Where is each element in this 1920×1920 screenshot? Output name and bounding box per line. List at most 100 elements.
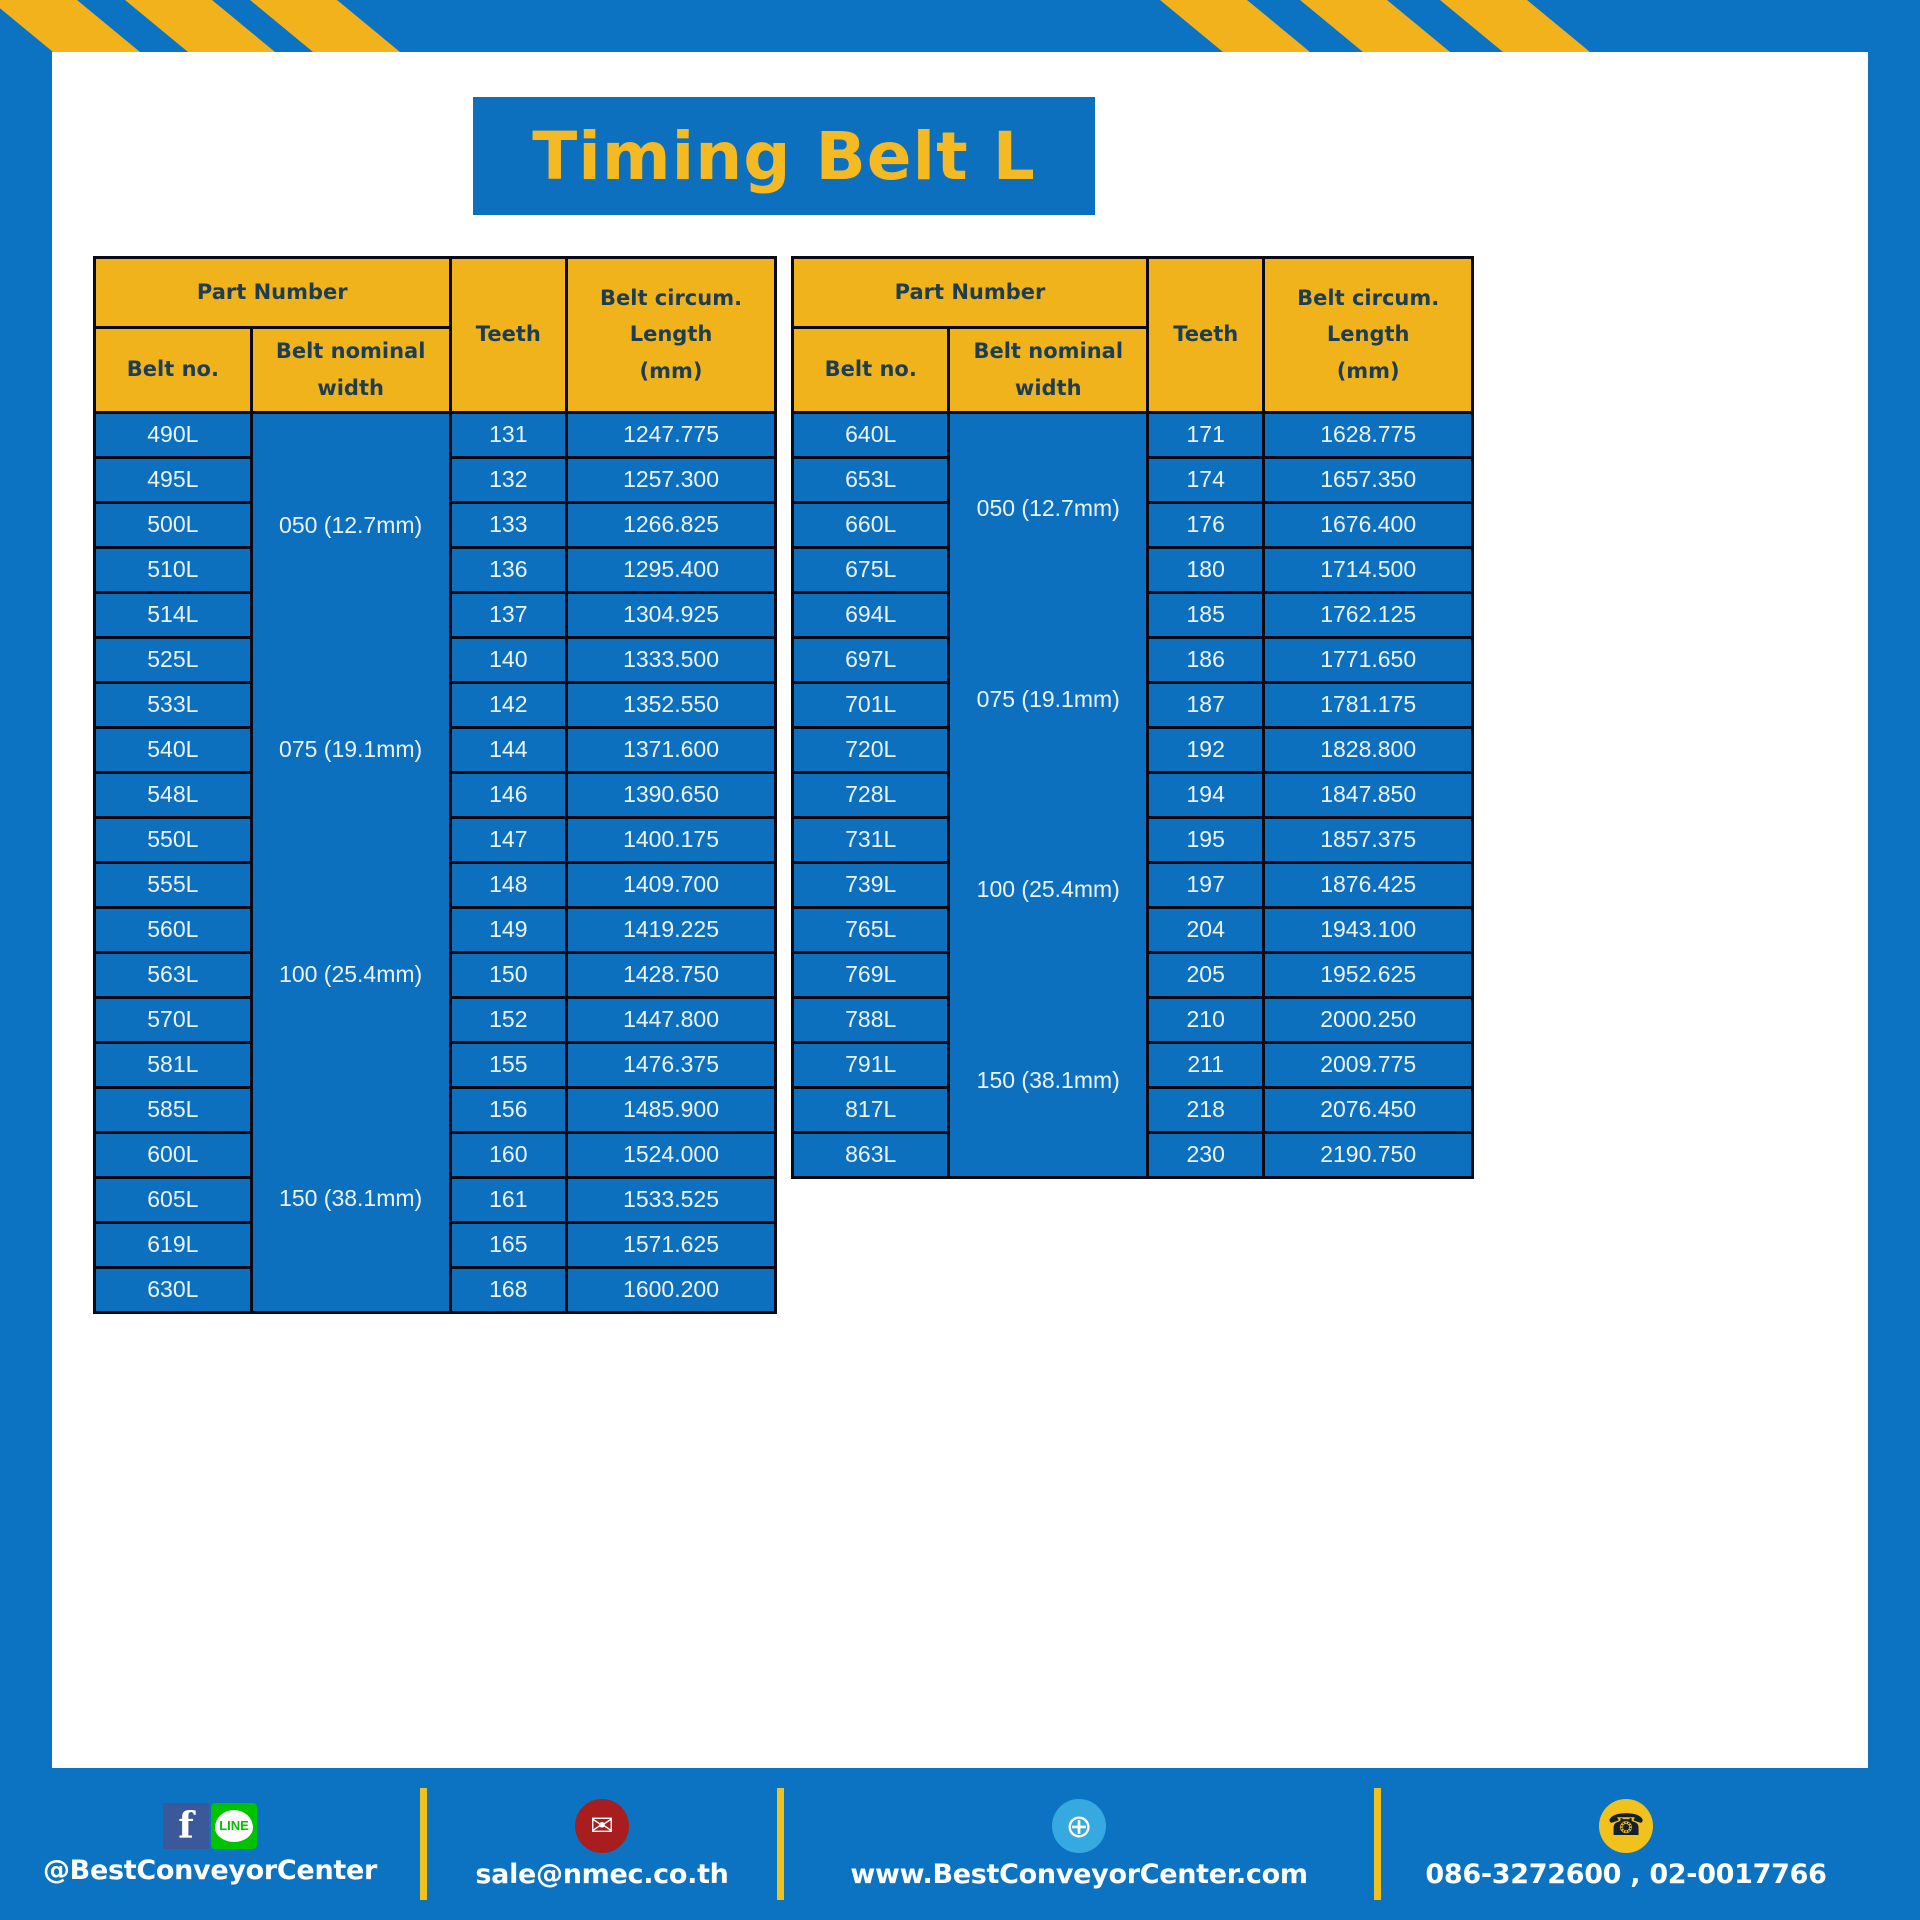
facebook-icon[interactable]: f xyxy=(163,1802,209,1849)
footer-email-label: sale@nmec.co.th xyxy=(475,1858,729,1890)
cell-belt-no: 548L xyxy=(93,770,253,819)
cell-belt-no: 490L xyxy=(93,410,253,459)
header-belt-nominal-line2: width xyxy=(317,375,384,400)
cell-belt-no: 660L xyxy=(790,500,951,549)
table-row: 510L 136 1295.400 xyxy=(93,545,777,594)
table-row: 560L 149 1419.225 xyxy=(93,905,777,954)
cell-length: 1400.175 xyxy=(565,815,777,864)
table-row: 514L 137 1304.925 xyxy=(93,590,777,639)
cell-belt-no: 510L xyxy=(93,545,253,594)
table-row: 548L 146 1390.650 xyxy=(93,770,777,819)
cell-length: 1952.625 xyxy=(1262,950,1474,999)
cell-teeth: 161 xyxy=(448,1175,569,1224)
cell-teeth: 147 xyxy=(448,815,569,864)
cell-length: 1828.800 xyxy=(1262,725,1474,774)
cell-teeth: 136 xyxy=(448,545,569,594)
header-belt-circum-line1: Belt circum. xyxy=(600,285,743,310)
cell-teeth: 210 xyxy=(1146,995,1266,1044)
table-row: 694L 185 1762.125 xyxy=(790,590,1474,639)
cell-belt-no: 863L xyxy=(790,1130,951,1179)
header-belt-circum-line1: Belt circum. xyxy=(1297,285,1440,310)
cell-belt-no: 570L xyxy=(93,995,253,1044)
cell-belt-no: 550L xyxy=(93,815,253,864)
cell-length: 1762.125 xyxy=(1262,590,1474,639)
chevron-shape xyxy=(125,0,275,52)
cell-length: 1485.900 xyxy=(565,1085,777,1134)
footer-phone[interactable]: ☎ 086-3272600 , 02-0017766 xyxy=(1381,1798,1871,1890)
cell-belt-no: 581L xyxy=(93,1040,253,1089)
table-row: 533L 142 1352.550 xyxy=(93,680,777,729)
cell-belt-no: 605L xyxy=(93,1175,253,1224)
table-row: 817L 218 2076.450 xyxy=(790,1085,1474,1134)
chevron-shape xyxy=(1160,0,1310,52)
width-option: 100 (25.4mm) xyxy=(279,960,423,987)
cell-belt-no: 495L xyxy=(93,455,253,504)
cell-belt-no: 731L xyxy=(790,815,951,864)
cell-length: 1295.400 xyxy=(565,545,777,594)
footer-contact-bar: f LINE @BestConveyorCenter ✉ sale@nmec.c… xyxy=(0,1768,1920,1920)
cell-length: 1447.800 xyxy=(565,995,777,1044)
left-belt-table: Part Number Teeth Belt circum. Length (m… xyxy=(93,256,777,1314)
width-option: 075 (19.1mm) xyxy=(279,736,423,763)
table-row: 660L 176 1676.400 xyxy=(790,500,1474,549)
cell-teeth: 176 xyxy=(1146,500,1266,549)
table-row: 540L 144 1371.600 xyxy=(93,725,777,774)
globe-icon[interactable]: ⊕ xyxy=(1052,1798,1106,1853)
table-row: 495L 132 1257.300 xyxy=(93,455,777,504)
cell-length: 1533.525 xyxy=(565,1175,777,1224)
cell-teeth: 218 xyxy=(1146,1085,1266,1134)
cell-length: 1247.775 xyxy=(565,410,777,459)
table-row: 697L 186 1771.650 xyxy=(790,635,1474,684)
table-row: 640L 050 (12.7mm) 075 (19.1mm) 100 (25.4mm)… xyxy=(790,410,1474,1179)
header-belt-nominal-line1: Belt nominal xyxy=(973,339,1124,363)
footer-email[interactable]: ✉ sale@nmec.co.th xyxy=(427,1798,777,1890)
footer-website[interactable]: ⊕ www.BestConveyorCenter.com xyxy=(784,1798,1374,1890)
table-row: 788L 210 2000.250 xyxy=(790,995,1474,1044)
cell-belt-no: 500L xyxy=(93,500,253,549)
left-belt-table-wrapper: Part Number Teeth Belt circum. Length (m… xyxy=(93,256,777,1314)
cell-teeth: 205 xyxy=(1146,950,1266,999)
mail-icon[interactable]: ✉ xyxy=(575,1798,629,1853)
cell-belt-no: 619L xyxy=(93,1220,253,1269)
footer-social[interactable]: f LINE @BestConveyorCenter xyxy=(0,1802,420,1886)
footer-divider xyxy=(777,1788,784,1900)
cell-teeth: 148 xyxy=(448,860,569,909)
cell-teeth: 156 xyxy=(448,1085,569,1134)
cell-length: 1847.850 xyxy=(1262,770,1474,819)
header-belt-circum-line2: Length xyxy=(629,322,713,347)
chevron-shape xyxy=(250,0,400,52)
table-row: 863L 230 2190.750 xyxy=(790,1130,1474,1179)
table-row: 570L 152 1447.800 xyxy=(93,995,777,1044)
footer-social-label: @BestConveyorCenter xyxy=(42,1854,377,1886)
cell-teeth: 192 xyxy=(1146,725,1266,774)
table-row: 585L 156 1485.900 xyxy=(93,1085,777,1134)
cell-belt-no: 555L xyxy=(93,860,253,909)
header-teeth: Teeth xyxy=(448,256,569,414)
header-belt-no: Belt no. xyxy=(790,326,951,414)
cell-length: 1657.350 xyxy=(1262,455,1474,504)
decorative-chevron-band xyxy=(0,0,1920,52)
cell-teeth: 204 xyxy=(1146,905,1266,954)
table-row: 675L 180 1714.500 xyxy=(790,545,1474,594)
line-icon[interactable]: LINE xyxy=(211,1802,257,1849)
cell-belt-nominal-width: 050 (12.7mm) 075 (19.1mm) 100 (25.4mm) 150 … xyxy=(249,410,452,1314)
width-option: 150 (38.1mm) xyxy=(976,1066,1120,1093)
cell-teeth: 180 xyxy=(1146,545,1266,594)
table-row: 731L 195 1857.375 xyxy=(790,815,1474,864)
cell-length: 1476.375 xyxy=(565,1040,777,1089)
cell-teeth: 168 xyxy=(448,1265,569,1314)
cell-teeth: 142 xyxy=(448,680,569,729)
cell-teeth: 155 xyxy=(448,1040,569,1089)
header-belt-circum-length: Belt circum. Length (mm) xyxy=(1262,256,1474,414)
table-row: 581L 155 1476.375 xyxy=(93,1040,777,1089)
cell-belt-no: 600L xyxy=(93,1130,253,1179)
cell-belt-no: 560L xyxy=(93,905,253,954)
cell-teeth: 133 xyxy=(448,500,569,549)
cell-teeth: 144 xyxy=(448,725,569,774)
phone-icon[interactable]: ☎ xyxy=(1599,1798,1653,1853)
header-belt-nominal-line2: width xyxy=(1014,375,1082,400)
cell-length: 1676.400 xyxy=(1262,500,1474,549)
table-row: 653L 174 1657.350 xyxy=(790,455,1474,504)
line-icon-label: LINE xyxy=(215,1809,253,1842)
chevron-shape xyxy=(0,0,140,52)
